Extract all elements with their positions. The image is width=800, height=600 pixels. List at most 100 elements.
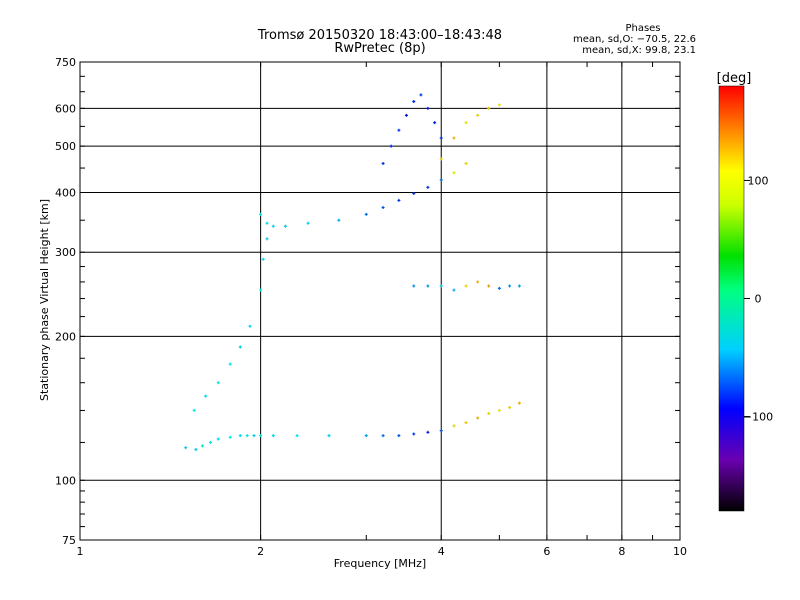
data-point: [306, 221, 310, 225]
data-point: [248, 324, 252, 328]
x-tick-label: 6: [543, 545, 550, 558]
y-tick-label: 500: [55, 140, 76, 153]
colorbar-label: [deg]: [717, 71, 752, 86]
data-point: [265, 221, 269, 225]
data-point: [216, 437, 220, 441]
data-point: [452, 171, 456, 175]
y-tick-labels: 75 100 200 300 400 500 600 750: [55, 56, 76, 547]
data-point: [184, 446, 188, 450]
minor-ticks: [79, 62, 681, 540]
data-point: [364, 212, 368, 216]
data-point: [238, 434, 242, 438]
data-point: [476, 113, 480, 117]
data-point: [265, 237, 269, 241]
data-point: [397, 128, 401, 132]
data-point: [412, 284, 416, 288]
data-point: [452, 136, 456, 140]
data-point: [397, 198, 401, 202]
data-point: [517, 284, 521, 288]
y-axis-label: Stationary phase Virtual Height [km]: [38, 199, 51, 401]
stats-line-o: mean, sd,O: −70.5, 22.6: [573, 34, 696, 45]
data-point: [487, 106, 491, 110]
data-point: [412, 192, 416, 196]
data-point: [259, 434, 263, 438]
data-point: [364, 434, 368, 438]
y-tick-label: 400: [55, 186, 76, 199]
stats-title: Phases: [625, 23, 660, 34]
data-point: [464, 121, 468, 125]
data-point: [464, 284, 468, 288]
data-point: [259, 288, 263, 292]
y-tick-label: 750: [55, 56, 76, 69]
data-point: [283, 224, 287, 228]
chart-subtitle: RwPretec (8p): [334, 41, 425, 56]
data-point: [433, 121, 437, 125]
data-point: [327, 434, 331, 438]
data-points: [184, 93, 521, 451]
data-point: [439, 136, 443, 140]
data-point: [497, 103, 501, 107]
data-point: [497, 408, 501, 412]
data-point: [452, 424, 456, 428]
x-tick-label: 4: [438, 545, 445, 558]
colorbar-ticks: 100 0 −100: [743, 174, 773, 423]
data-point: [476, 280, 480, 284]
data-point: [426, 430, 430, 434]
data-point: [208, 440, 212, 444]
data-point: [412, 100, 416, 104]
data-point: [228, 362, 232, 366]
x-tick-labels: 1 2 4 6 8 10: [77, 545, 688, 558]
colorbar-tick-label: 0: [755, 293, 762, 306]
y-tick-label: 100: [55, 474, 76, 487]
x-tick-label: 10: [673, 545, 687, 558]
data-point: [259, 212, 263, 216]
x-tick-label: 1: [77, 545, 84, 558]
y-tick-label: 600: [55, 102, 76, 115]
data-point: [397, 434, 401, 438]
data-point: [381, 434, 385, 438]
data-point: [426, 284, 430, 288]
stats-line-x: mean, sd,X: 99.8, 23.1: [582, 45, 696, 56]
chart-title: Tromsø 20150320 18:43:00–18:43:48: [257, 28, 502, 43]
data-point: [439, 429, 443, 433]
data-point: [252, 434, 256, 438]
data-point: [228, 435, 232, 439]
data-point: [261, 257, 265, 261]
colorbar-tick-label: −100: [743, 411, 773, 424]
data-point: [464, 421, 468, 425]
data-point: [426, 185, 430, 189]
data-point: [271, 224, 275, 228]
y-tick-label: 200: [55, 330, 76, 343]
plot-frame: [79, 61, 681, 541]
data-point: [419, 93, 423, 97]
data-point: [476, 416, 480, 420]
y-tick-label: 75: [62, 534, 76, 547]
data-point: [508, 284, 512, 288]
data-point: [487, 284, 491, 288]
data-point: [238, 345, 242, 349]
data-point: [426, 106, 430, 110]
colorbar-tick-label: 100: [748, 174, 769, 187]
colorbar: [718, 85, 745, 512]
x-tick-label: 2: [257, 545, 264, 558]
data-point: [381, 161, 385, 165]
data-point: [439, 284, 443, 288]
data-point: [271, 434, 275, 438]
data-point: [439, 178, 443, 182]
data-point: [337, 218, 341, 222]
y-tick-label: 300: [55, 246, 76, 259]
data-point: [194, 447, 198, 451]
x-axis-label: Frequency [MHz]: [334, 557, 426, 570]
data-point: [200, 444, 204, 448]
data-point: [464, 161, 468, 165]
data-point: [245, 434, 249, 438]
data-point: [381, 206, 385, 210]
data-point: [295, 434, 299, 438]
data-point: [517, 401, 521, 405]
data-point: [439, 157, 443, 161]
data-point: [389, 144, 393, 148]
data-point: [497, 286, 501, 290]
data-point: [412, 432, 416, 436]
grid: [80, 62, 680, 540]
